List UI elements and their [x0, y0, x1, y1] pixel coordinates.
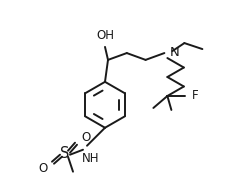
Text: O: O	[81, 131, 90, 144]
Text: N: N	[170, 45, 179, 59]
Text: NH: NH	[82, 152, 100, 165]
Text: O: O	[39, 162, 48, 175]
Text: F: F	[192, 90, 198, 102]
Text: OH: OH	[96, 29, 114, 42]
Text: S: S	[60, 146, 70, 161]
